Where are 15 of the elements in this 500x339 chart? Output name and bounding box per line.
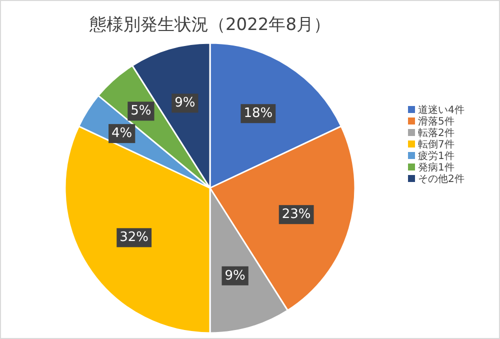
chart-title: 態様別発生状況（2022年8月） <box>88 15 331 35</box>
legend-label: 発病1件 <box>418 162 454 174</box>
data-label: 4% <box>112 126 132 142</box>
data-label: 9% <box>174 96 196 111</box>
legend-label: 転倒7件 <box>418 140 454 150</box>
data-label: 32% <box>120 230 149 246</box>
legend-label: 道迷い4件 <box>418 104 464 116</box>
legend-label: 転落2件 <box>418 127 454 139</box>
data-label: 5% <box>130 104 152 119</box>
legend-label: 滑落5件 <box>418 116 454 128</box>
data-label: 9% <box>224 268 246 284</box>
legend-label: その他2件 <box>418 173 464 185</box>
data-label: 18% <box>244 106 273 122</box>
legend-label: 疲労1件 <box>418 150 454 162</box>
data-label: 23% <box>282 207 311 222</box>
